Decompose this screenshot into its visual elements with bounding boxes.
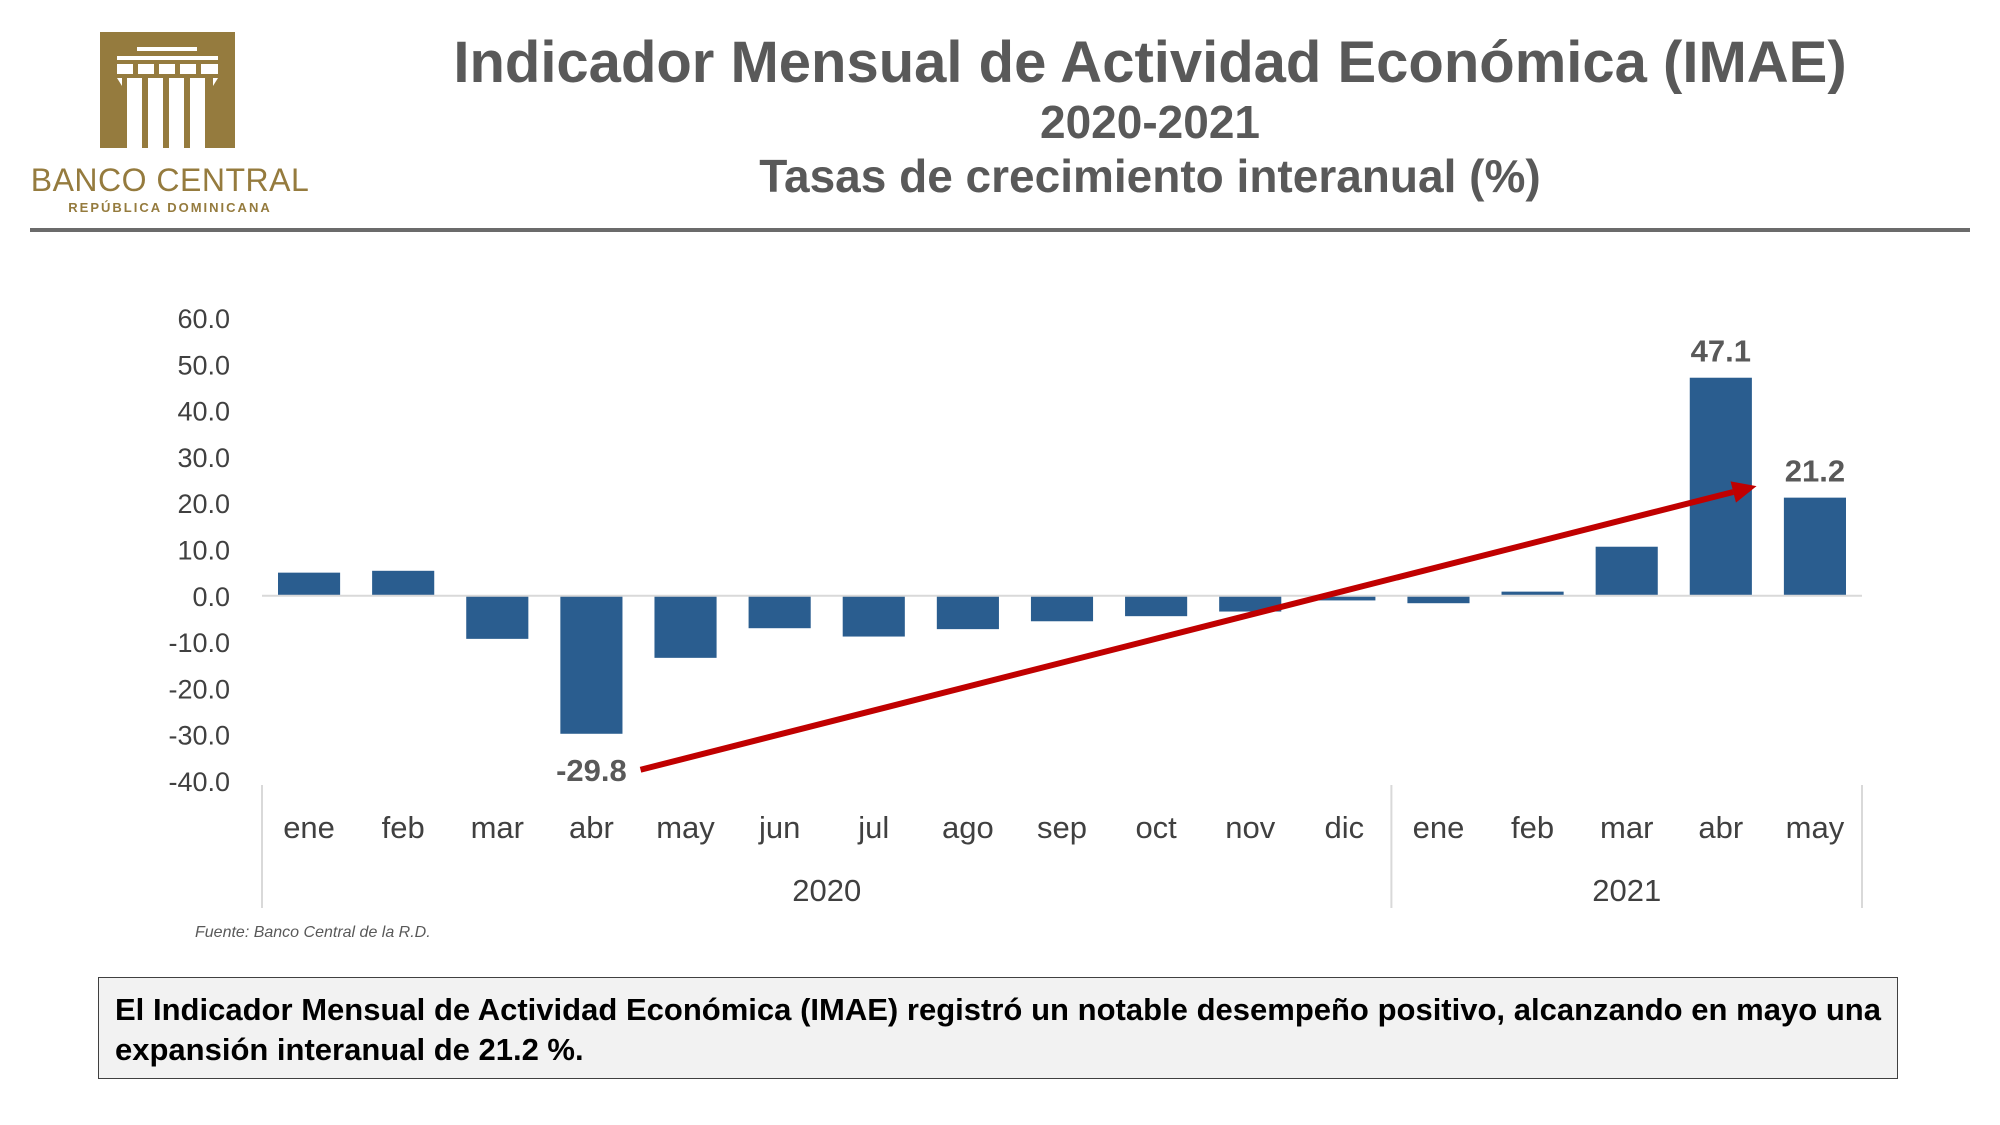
y-axis: 60.0 50.0 40.0 30.0 20.0 10.0 0.0 -10.0 -20.0 -30… <box>168 304 230 797</box>
bar <box>748 595 811 629</box>
x-tick-label: abr <box>569 810 614 845</box>
x-group-label: 2020 <box>792 873 861 908</box>
bar <box>560 595 623 734</box>
page-header: Indicador Mensual de Actividad Económica… <box>330 30 1970 204</box>
header-divider <box>30 228 1970 232</box>
trend-arrow <box>639 481 1757 773</box>
y-tick-label: -20.0 <box>168 674 230 704</box>
bar <box>1407 595 1470 604</box>
logo-name: BANCO CENTRAL <box>30 162 310 198</box>
x-tick-label: mar <box>471 810 524 845</box>
logo-subtitle: REPÚBLICA DOMINICANA <box>68 200 272 215</box>
x-group-label: 2021 <box>1592 873 1661 908</box>
y-tick-label: 60.0 <box>177 304 230 334</box>
y-tick-label: 50.0 <box>177 350 230 380</box>
x-tick-label: feb <box>382 810 425 845</box>
bank-column-icon <box>100 32 235 148</box>
bar <box>372 570 435 596</box>
bar <box>1595 546 1658 596</box>
bar <box>278 572 341 596</box>
bar <box>1783 497 1846 596</box>
bars <box>278 377 1846 734</box>
x-axis-labels: ene feb mar abr may jun jul ago sep oct nov dic ene f… <box>283 810 1845 908</box>
bar <box>842 595 905 637</box>
bar-chart: 60.0 50.0 40.0 30.0 20.0 10.0 0.0 -10.0 -20.0 -30… <box>168 304 1863 908</box>
bar <box>466 595 529 639</box>
x-tick-label: oct <box>1135 810 1177 845</box>
y-tick-label: 30.0 <box>177 443 230 473</box>
x-axis <box>261 594 1863 908</box>
page-subtitle: Tasas de crecimiento interanual (%) <box>759 150 1541 202</box>
y-tick-label: -10.0 <box>168 628 230 658</box>
bar <box>654 595 717 658</box>
y-tick-label: 10.0 <box>177 536 230 566</box>
x-tick-label: abr <box>1698 810 1743 845</box>
x-tick-label: dic <box>1325 810 1365 845</box>
bar <box>1501 591 1564 596</box>
x-tick-label: nov <box>1225 810 1275 845</box>
x-tick-label: jul <box>857 810 889 845</box>
bank-logo: BANCO CENTRAL REPÚBLICA DOMINICANA <box>30 28 310 218</box>
y-tick-label: 40.0 <box>177 397 230 427</box>
source-note: Fuente: Banco Central de la R.D. <box>195 924 431 941</box>
trend-arrow-line <box>639 489 1735 773</box>
x-tick-label: feb <box>1511 810 1554 845</box>
trend-arrow-head <box>1730 481 1757 503</box>
x-tick-label: sep <box>1037 810 1087 845</box>
bar <box>1313 595 1376 601</box>
y-tick-label: -30.0 <box>168 721 230 751</box>
summary-box: El Indicador Mensual de Actividad Económ… <box>98 977 1898 1079</box>
y-tick-label: -40.0 <box>168 767 230 797</box>
page-title: Indicador Mensual de Actividad Económica… <box>453 30 1847 95</box>
y-tick-label: 20.0 <box>177 489 230 519</box>
x-tick-label: may <box>1786 810 1845 845</box>
bar <box>936 595 999 630</box>
data-labels: -29.8 47.1 21.2 <box>556 334 1845 788</box>
data-label: 21.2 <box>1785 454 1845 489</box>
page-period: 2020-2021 <box>1040 96 1260 148</box>
x-tick-label: may <box>656 810 715 845</box>
x-tick-label: ene <box>1413 810 1465 845</box>
bar <box>1125 595 1188 617</box>
bar <box>1030 595 1094 622</box>
data-label: -29.8 <box>556 753 627 788</box>
data-label: 47.1 <box>1691 334 1751 369</box>
x-tick-label: ago <box>942 810 994 845</box>
bar <box>1219 595 1282 612</box>
x-tick-label: ene <box>283 810 335 845</box>
y-tick-label: 0.0 <box>192 582 230 612</box>
x-tick-label: mar <box>1600 810 1653 845</box>
x-tick-label: jun <box>758 810 800 845</box>
